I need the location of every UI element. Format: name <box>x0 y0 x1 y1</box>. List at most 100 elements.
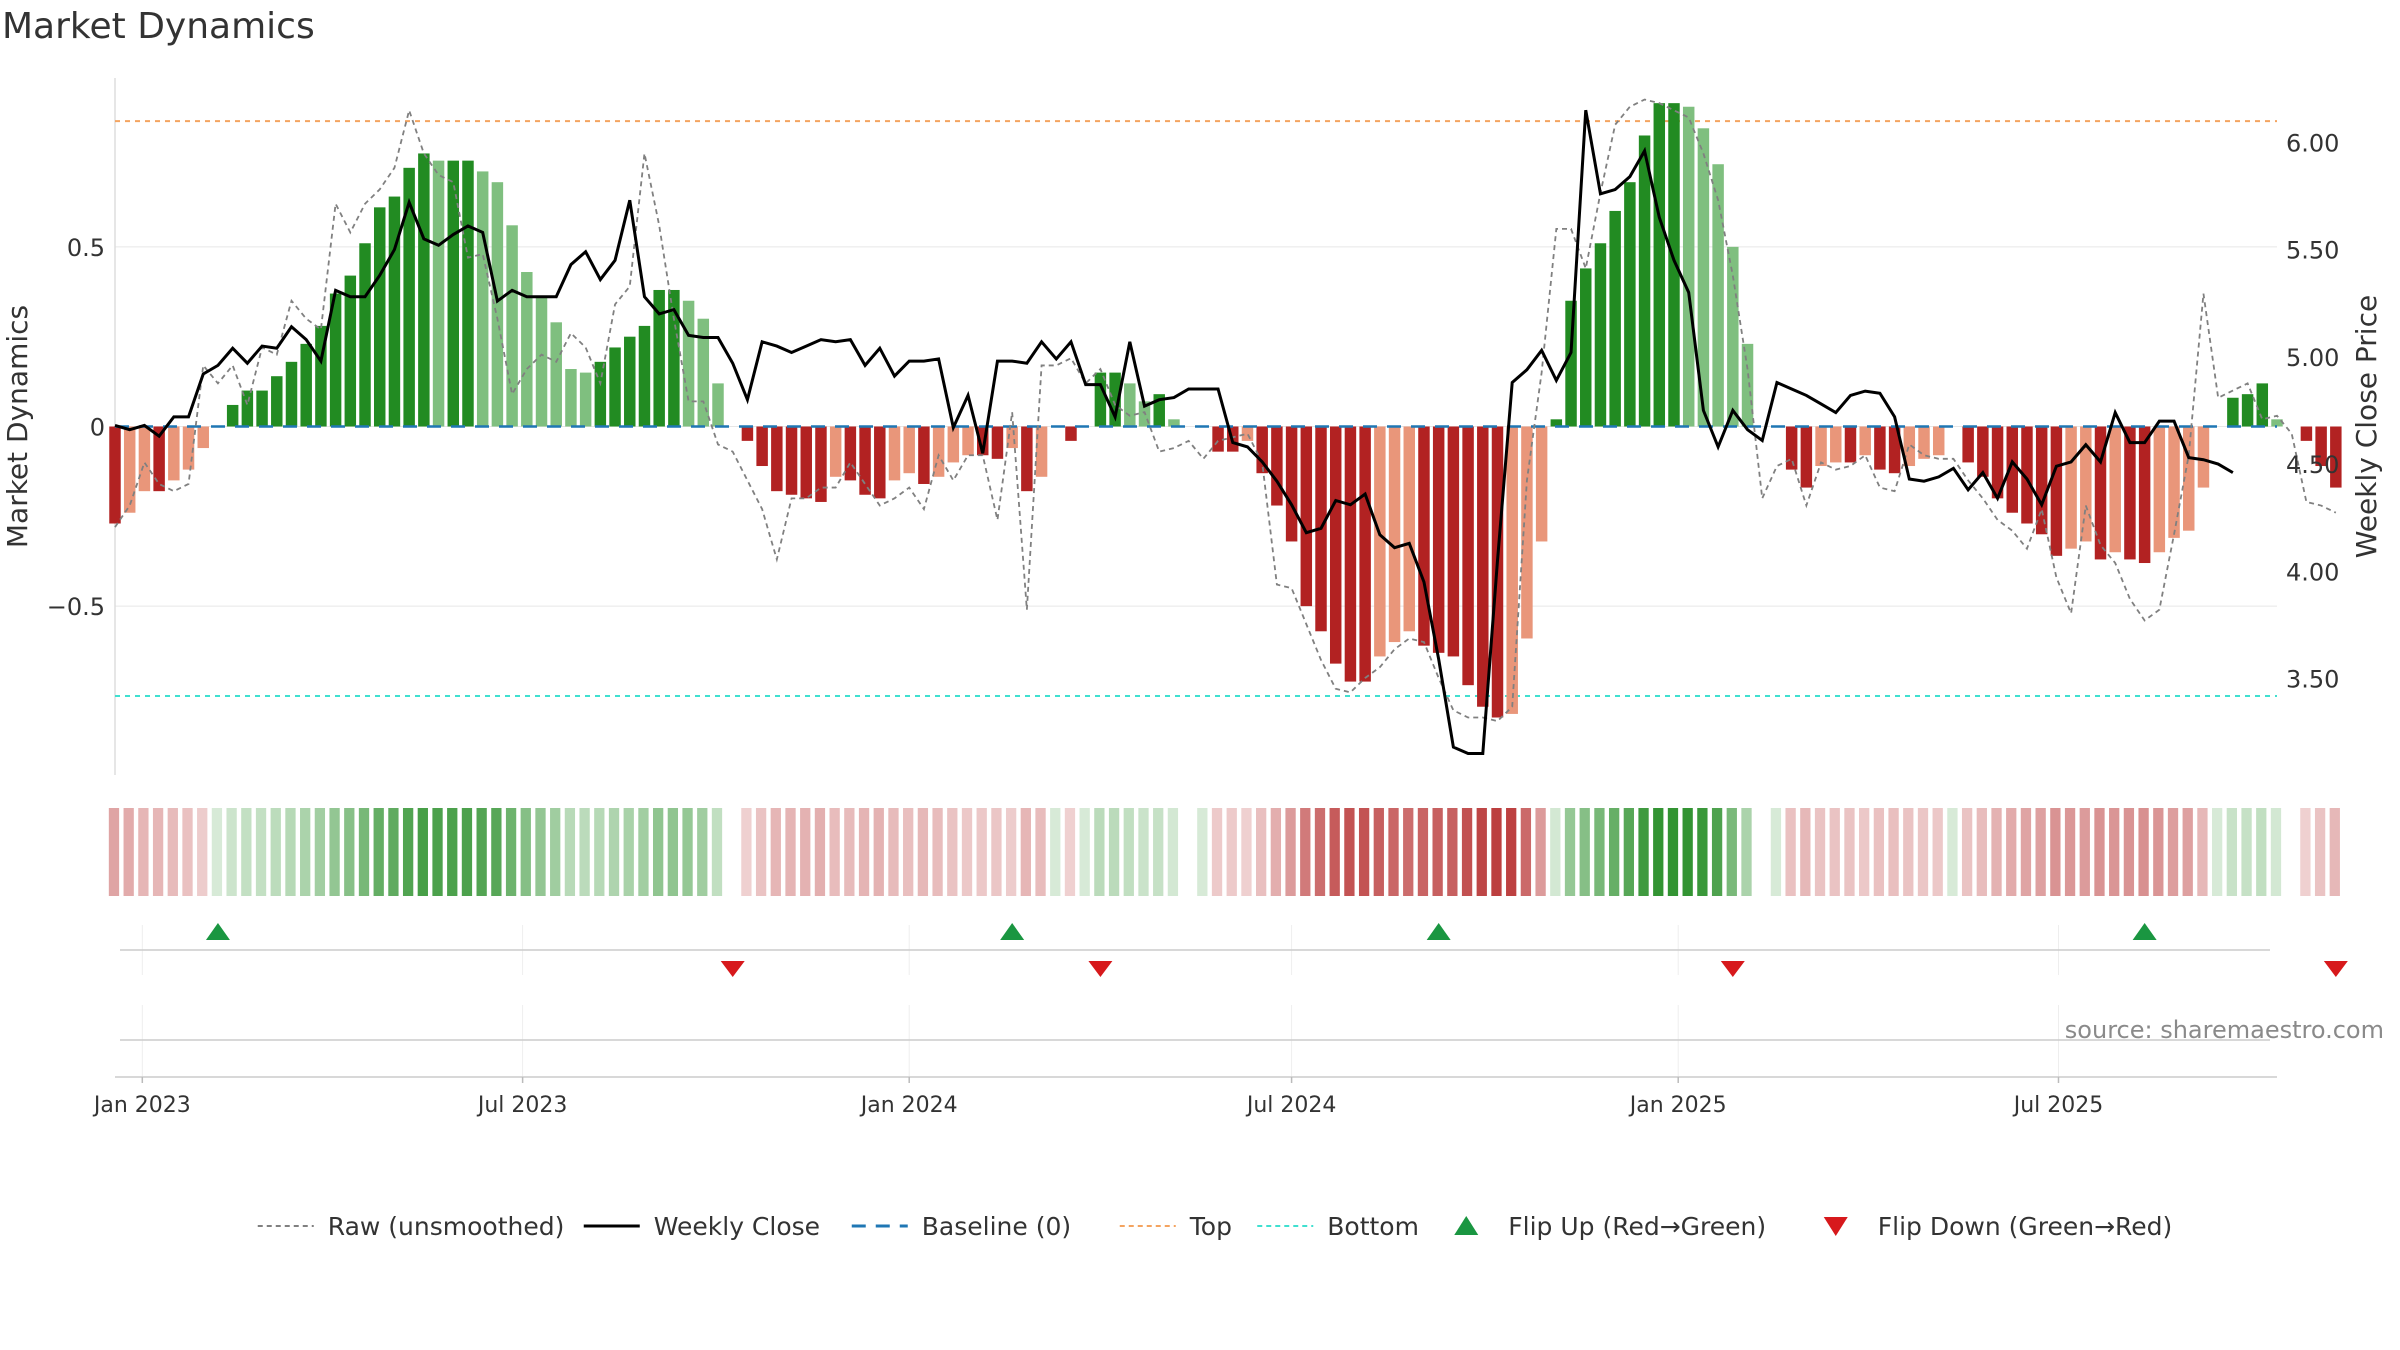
dynamics-bar <box>285 361 298 427</box>
dynamics-bar <box>2021 426 2033 524</box>
dynamics-bar <box>1153 394 1165 427</box>
dynamics-bar <box>682 300 695 427</box>
dynamics-bar <box>476 171 489 427</box>
regime-cell <box>2197 808 2208 896</box>
dynamics-bar <box>1874 426 1886 470</box>
dynamics-bar <box>168 426 180 481</box>
dynamics-bar <box>1550 419 1563 427</box>
dynamics-bar <box>1212 426 1224 452</box>
regime-cell <box>1726 808 1737 896</box>
regime-cell <box>373 808 384 896</box>
regime-cell <box>829 808 840 896</box>
dynamics-bar <box>815 426 827 502</box>
dynamics-bar <box>1329 426 1342 664</box>
regime-cell <box>505 808 517 896</box>
regime-cell <box>1535 808 1546 896</box>
dynamics-bar <box>462 160 474 427</box>
regime-cell <box>2314 808 2326 896</box>
y2-tick-label: 5.00 <box>2286 344 2339 372</box>
legend-item-flip_up: Flip Up (Red→Green) <box>1454 1212 1766 1241</box>
regime-cell <box>888 808 899 896</box>
dynamics-bar <box>565 369 577 427</box>
dynamics-bar <box>1962 426 1974 463</box>
regime-cell <box>417 808 428 896</box>
regime-cell <box>2138 808 2149 896</box>
x-tick-label: Jul 2024 <box>1245 1093 1337 1118</box>
regime-cell <box>844 808 855 896</box>
regime-cell <box>211 808 223 896</box>
regime-cell <box>638 808 649 896</box>
dynamics-bar <box>2271 419 2283 427</box>
legend: Raw (unsmoothed) Weekly Close Baseline (0)… <box>257 1212 2172 1241</box>
flip-up-marker <box>2132 923 2157 940</box>
regime-cell <box>1388 808 1399 896</box>
dynamics-bar <box>1580 268 1592 427</box>
regime-cell <box>755 808 767 896</box>
dynamics-bar <box>1682 106 1695 427</box>
flip-panel <box>120 923 2348 977</box>
regime-cell <box>197 808 208 896</box>
dynamics-bar <box>109 426 121 524</box>
regime-cell <box>2064 808 2076 896</box>
dynamics-bar <box>2315 426 2327 467</box>
regime-cell <box>1329 808 1340 896</box>
regime-cell <box>1020 808 1031 896</box>
x-tick-label: Jan 2023 <box>92 1093 191 1118</box>
dynamics-bar <box>1432 426 1445 653</box>
regime-cell <box>138 808 149 896</box>
y2-axis-label: Weekly Close Price <box>2350 295 2383 558</box>
regime-cell <box>1770 808 1782 896</box>
y2-tick-label: 4.00 <box>2286 558 2339 586</box>
y-tick-label: 0.5 <box>67 234 105 262</box>
dynamics-bar <box>888 426 901 481</box>
dynamics-bars <box>109 103 2342 718</box>
regime-cell <box>491 808 502 896</box>
regime-cell <box>241 808 252 896</box>
dynamics-bar <box>182 426 195 470</box>
regime-cell <box>1344 808 1355 896</box>
dynamics-bar <box>962 426 974 456</box>
dynamics-bar <box>2153 426 2166 553</box>
chart-title: Market Dynamics <box>2 6 315 47</box>
regime-cell <box>1403 808 1414 896</box>
dynamics-bar <box>550 322 562 427</box>
regime-cell <box>667 808 679 896</box>
dynamics-bar <box>653 289 665 427</box>
regime-cell <box>1623 808 1634 896</box>
regime-cell <box>1123 808 1134 896</box>
dynamics-bar <box>2256 383 2269 427</box>
dynamics-bar <box>1785 426 1798 470</box>
regime-cell <box>1506 808 1517 896</box>
regime-cell <box>1594 808 1605 896</box>
dynamics-bar <box>2035 426 2048 535</box>
regime-cell <box>1829 808 1840 896</box>
regime-cell <box>594 808 605 896</box>
regime-cell <box>1932 808 1943 896</box>
x-tick-label: Jul 2023 <box>476 1093 568 1118</box>
dynamics-bar <box>2080 426 2092 542</box>
regime-cell <box>697 808 708 896</box>
y2-tick-label: 3.50 <box>2286 665 2339 693</box>
regime-cell <box>1491 808 1502 896</box>
regime-cell <box>1476 808 1487 896</box>
dynamics-bar <box>771 426 783 492</box>
regime-cell <box>182 808 193 896</box>
dynamics-bar <box>741 426 754 441</box>
regime-cell <box>1682 808 1693 896</box>
legend-flip-down-swatch <box>1823 1217 1848 1236</box>
regime-cell <box>770 808 781 896</box>
dynamics-bar <box>932 426 945 477</box>
dynamics-bar <box>1447 426 1460 657</box>
regime-cell <box>152 808 164 896</box>
dynamics-bar <box>388 196 401 427</box>
dynamics-bar <box>1697 128 1710 427</box>
regime-cell <box>1888 808 1899 896</box>
dynamics-bar <box>535 297 548 427</box>
y2-tick-label: 5.50 <box>2286 237 2339 265</box>
regime-cell <box>108 808 120 896</box>
dynamics-bar <box>977 426 989 456</box>
flip-down-marker <box>1088 961 1113 977</box>
regime-cell <box>1991 808 2002 896</box>
regime-cell <box>1859 808 1870 896</box>
regime-cell <box>1961 808 1973 896</box>
